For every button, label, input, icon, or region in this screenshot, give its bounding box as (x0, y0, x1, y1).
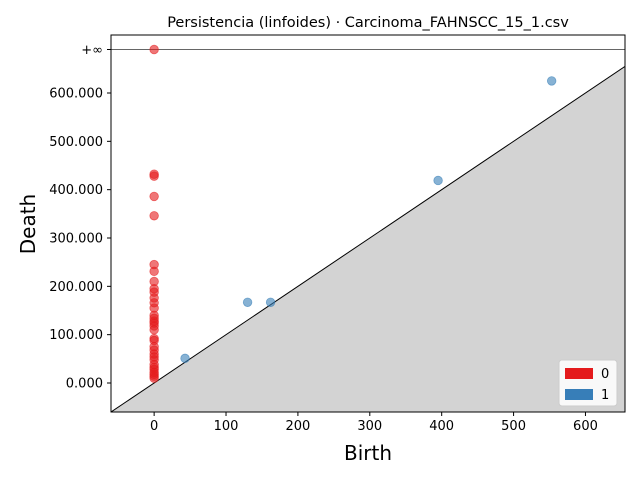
x-tick-label: 400 (429, 419, 454, 434)
y-tick-label: 400.000 (49, 183, 103, 198)
data-point-h1 (265, 297, 276, 307)
y-axis-label: Death (16, 194, 40, 254)
legend-label-1: 1 (601, 388, 609, 403)
chart-title: Persistencia (linfoides) · Carcinoma_FAH… (167, 15, 569, 31)
data-point-h1 (242, 297, 253, 307)
y-tick-label: 200.000 (49, 280, 103, 295)
data-point-h0 (149, 211, 159, 221)
legend: 01 (558, 359, 618, 407)
y-tick-label: 0.000 (66, 377, 103, 392)
data-point-h0 (149, 266, 159, 277)
x-tick-label: 200 (285, 419, 310, 434)
x-tick-label: 300 (357, 419, 382, 434)
data-point-h0 (149, 373, 159, 383)
y-tick-label-infinity: +∞ (81, 43, 103, 58)
data-point-h0 (149, 191, 159, 202)
axes-frame (110, 34, 626, 413)
data-point-h0 (149, 44, 159, 55)
data-point-h1 (180, 353, 190, 364)
data-point-h1 (433, 175, 443, 186)
x-tick-label: 0 (150, 419, 158, 434)
diagonal-line (111, 66, 625, 412)
data-point-h1 (546, 76, 557, 86)
y-tick-label: 500.000 (49, 135, 103, 150)
y-tick-label: 600.000 (49, 87, 103, 102)
y-tick-label: 300.000 (49, 232, 103, 247)
data-point-h0 (149, 325, 159, 335)
x-tick-label: 500 (501, 419, 526, 434)
legend-swatch-0 (565, 368, 593, 379)
x-tick-label: 100 (214, 419, 239, 434)
x-axis-label: Birth (344, 441, 392, 465)
x-tick-label: 600 (573, 419, 598, 434)
y-tick-label: 100.000 (49, 328, 103, 343)
data-point-h0 (149, 171, 159, 181)
legend-label-0: 0 (601, 367, 609, 382)
legend-swatch-1 (565, 389, 593, 400)
plot-area (111, 44, 625, 412)
